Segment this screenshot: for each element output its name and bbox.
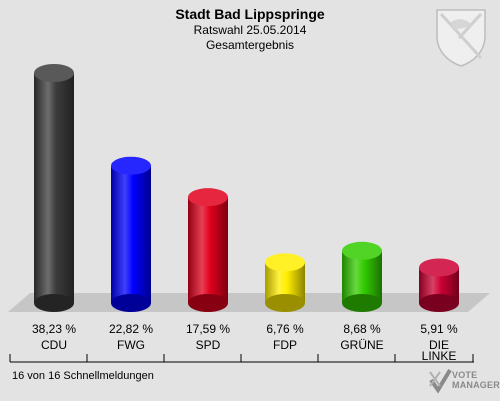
category-label: GRÜNE	[340, 338, 383, 352]
category-label: SPD	[196, 338, 221, 352]
category-label: FDP	[273, 338, 297, 352]
chart-subtitle-2: Gesamtergebnis	[205, 38, 295, 52]
value-label: 5,91 %	[420, 322, 458, 336]
bar-top	[34, 64, 74, 82]
checkmark-logo-icon	[429, 368, 452, 394]
status-text: 16 von 16 Schnellmeldungen	[12, 370, 154, 382]
coat-of-arms-icon	[436, 9, 486, 67]
chart-title: Stadt Bad Lippspringe	[175, 6, 325, 22]
bar-spd	[188, 197, 228, 303]
vote-manager-logo: VOTE MANAGER	[428, 368, 500, 398]
chart-floor	[8, 293, 490, 312]
bar-cdu	[34, 73, 74, 303]
category-label: FWG	[117, 338, 145, 352]
bar-base	[34, 294, 74, 312]
chart-subtitle: Ratswahl 25.05.2014	[193, 23, 307, 37]
bar-top	[419, 258, 459, 277]
category-label: DIE	[429, 338, 449, 352]
category-label: LINKE	[422, 349, 457, 363]
bar-base	[419, 294, 459, 312]
bar-top	[111, 156, 151, 175]
bar-fwg	[111, 165, 151, 303]
bar-top	[342, 241, 382, 260]
value-label: 17,59 %	[186, 322, 230, 336]
value-label: 6,76 %	[266, 322, 304, 336]
value-label: 38,23 %	[32, 322, 76, 336]
value-label: 22,82 %	[109, 322, 153, 336]
value-label: 8,68 %	[343, 322, 381, 336]
bar-base	[265, 294, 305, 312]
bar-base	[111, 294, 151, 312]
bar-top	[188, 188, 228, 207]
bar-base	[342, 294, 382, 312]
bar-base	[188, 294, 228, 312]
bar-top	[265, 253, 305, 272]
category-label: CDU	[41, 338, 67, 352]
